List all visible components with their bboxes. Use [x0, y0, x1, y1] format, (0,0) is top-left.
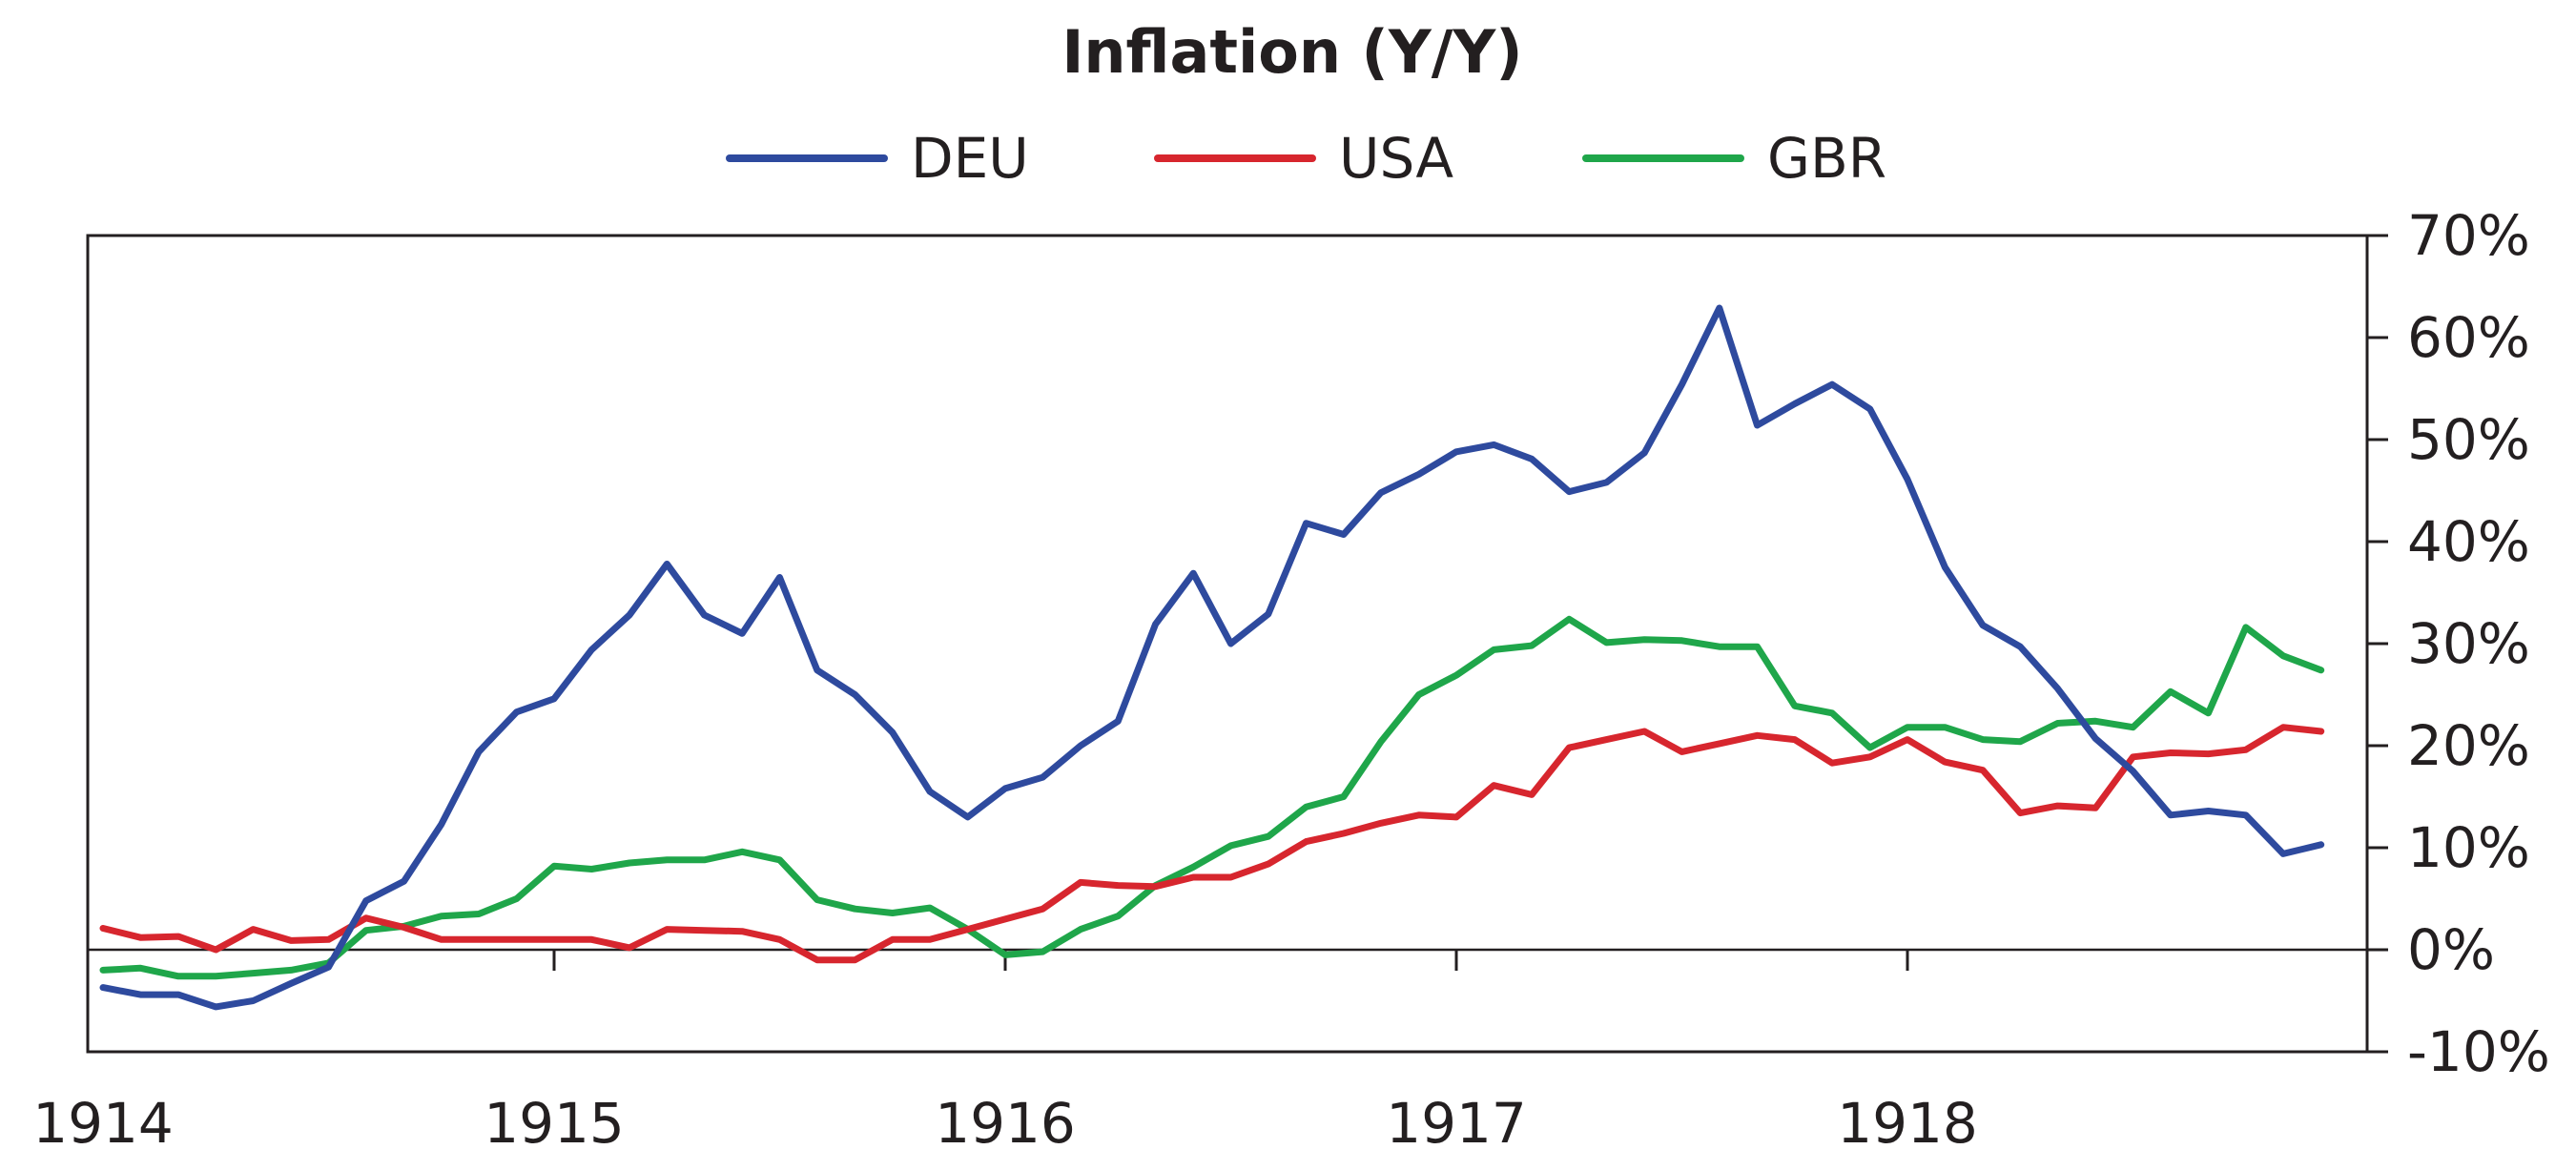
legend-label-gbr: GBR — [1767, 126, 1886, 191]
series-line-gbr — [99, 615, 2325, 980]
y-tick-label: 70% — [2407, 203, 2530, 268]
y-tick-label: -10% — [2407, 1019, 2550, 1084]
series-line-deu — [99, 304, 2325, 1011]
y-tick-label: 60% — [2407, 305, 2530, 370]
y-tick-label: 0% — [2407, 917, 2495, 982]
chart-title: Inflation (Y/Y) — [1061, 17, 1522, 87]
x-tick-label: 1918 — [1837, 1091, 1978, 1156]
y-tick-label: 40% — [2407, 509, 2530, 574]
y-tick-label: 20% — [2407, 713, 2530, 778]
x-tick-label: 1914 — [32, 1091, 174, 1156]
series-line-usa — [99, 724, 2325, 964]
series-layer — [99, 304, 2325, 1011]
y-tick-label: 10% — [2407, 815, 2530, 880]
legend-label-usa: USA — [1339, 126, 1453, 191]
y-axis: 70% 60% 50% 40% 30% 20% 10% 0% -10% — [2367, 203, 2550, 1084]
y-tick-label: 50% — [2407, 407, 2530, 472]
x-tick-label: 1916 — [935, 1091, 1076, 1156]
legend: DEU USA GBR — [726, 126, 1886, 191]
y-tick-label: 30% — [2407, 611, 2530, 676]
x-tick-label: 1917 — [1386, 1091, 1527, 1156]
x-tick-label: 1915 — [484, 1091, 625, 1156]
legend-label-deu: DEU — [911, 126, 1029, 191]
x-axis: 1914 1915 1916 1917 1918 — [32, 950, 1978, 1156]
